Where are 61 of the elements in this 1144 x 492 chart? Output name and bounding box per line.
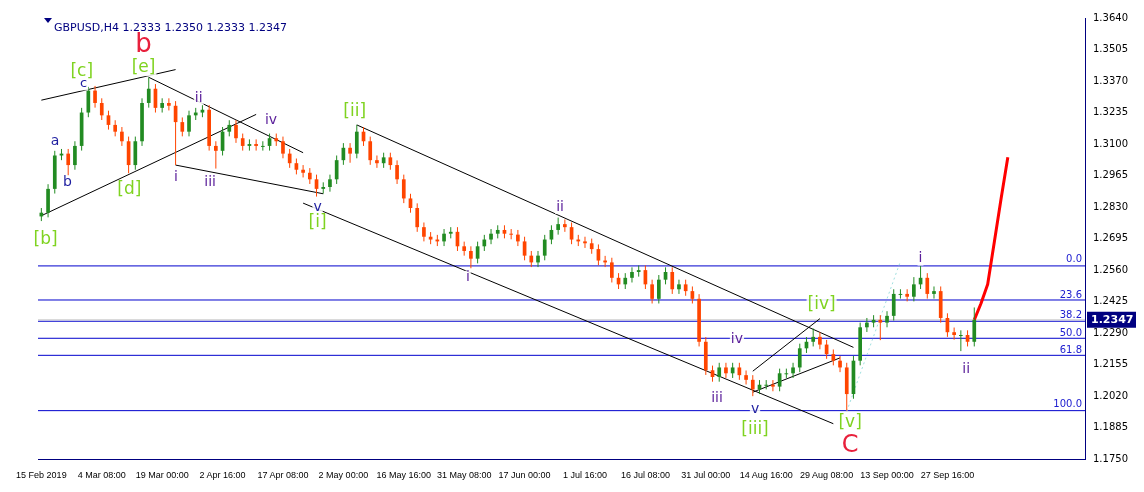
annotation: iv xyxy=(264,110,278,127)
annotation: i xyxy=(918,249,923,266)
y-tick-label: 1.2155 xyxy=(1093,358,1129,370)
annotation: iii xyxy=(204,172,216,189)
y-tick-label: 1.3100 xyxy=(1093,137,1129,149)
y-tick-label: 1.3505 xyxy=(1093,43,1129,55)
y-tick-label: 1.3370 xyxy=(1093,74,1129,86)
annotation: [d] xyxy=(117,178,142,199)
x-tick-label: 13 Sep 00:00 xyxy=(860,470,914,481)
x-tick-label: 2 May 00:00 xyxy=(318,470,369,481)
x-tick-label: 16 Jul 08:00 xyxy=(620,470,670,481)
annotation: [iv] xyxy=(807,292,836,313)
annotation: 61.8 xyxy=(1059,343,1083,355)
annotation: iii xyxy=(711,388,723,405)
y-tick-label: 1.2695 xyxy=(1093,232,1129,244)
y-tick-label: 1.2560 xyxy=(1093,263,1129,275)
y-tick-label: 1.2830 xyxy=(1093,200,1129,212)
annotation: ii xyxy=(962,360,971,377)
y-tick-label: 1.3640 xyxy=(1093,11,1129,23)
y-tick-label: 1.3235 xyxy=(1093,106,1129,118)
annotation: [v] xyxy=(838,411,862,432)
x-tick-label: 17 Jun 00:00 xyxy=(498,470,551,481)
annotation: [ii] xyxy=(343,100,367,121)
annotation: 50.0 xyxy=(1059,326,1083,338)
annotation: C xyxy=(841,430,859,459)
x-tick-label: 19 Mar 00:00 xyxy=(135,470,189,481)
annotation: [i] xyxy=(308,210,327,231)
annotation: 100.0 xyxy=(1053,398,1083,410)
annotation: [iii] xyxy=(741,418,769,439)
y-tick-label: 1.2020 xyxy=(1093,389,1129,401)
text: 1.2347 xyxy=(1091,312,1134,326)
x-tick-label: 31 May 08:00 xyxy=(436,470,492,481)
x-tick-label: 16 May 16:00 xyxy=(376,470,432,481)
y-tick-label: 1.2290 xyxy=(1093,326,1129,338)
x-tick-label: 2 Apr 16:00 xyxy=(199,470,246,481)
annotation: 23.6 xyxy=(1059,288,1083,300)
y-tick-label: 1.2965 xyxy=(1093,169,1129,181)
y-tick-label: 1.2425 xyxy=(1093,295,1129,307)
x-tick-label: 15 Feb 2019 xyxy=(16,470,67,481)
y-tick-label: 1.1750 xyxy=(1093,452,1129,464)
annotation: iv xyxy=(730,330,744,347)
y-tick-label: 1.1885 xyxy=(1093,421,1129,433)
annotation: 38.2 xyxy=(1059,308,1083,320)
x-tick-label: 31 Jul 00:00 xyxy=(681,470,731,481)
annotation: c xyxy=(80,75,88,91)
annotation: v xyxy=(750,400,760,417)
x-tick-label: 1 Jul 16:00 xyxy=(562,470,608,481)
annotation: a xyxy=(50,131,60,148)
x-tick-label: 27 Sep 16:00 xyxy=(920,470,975,481)
annotation: i xyxy=(465,268,470,285)
x-tick-label: 14 Aug 16:00 xyxy=(739,470,793,481)
annotation: [e] xyxy=(131,56,156,77)
x-tick-label: 4 Mar 08:00 xyxy=(77,470,126,481)
annotation: [b] xyxy=(33,227,58,248)
annotation: 0.0 xyxy=(1066,253,1083,265)
annotation: b xyxy=(63,172,73,189)
x-tick-label: 29 Aug 08:00 xyxy=(800,470,854,481)
annotation: ii xyxy=(556,197,564,214)
x-tick-label: 17 Apr 08:00 xyxy=(257,470,309,481)
annotation: i xyxy=(173,168,178,185)
annotation: ii xyxy=(194,88,203,105)
